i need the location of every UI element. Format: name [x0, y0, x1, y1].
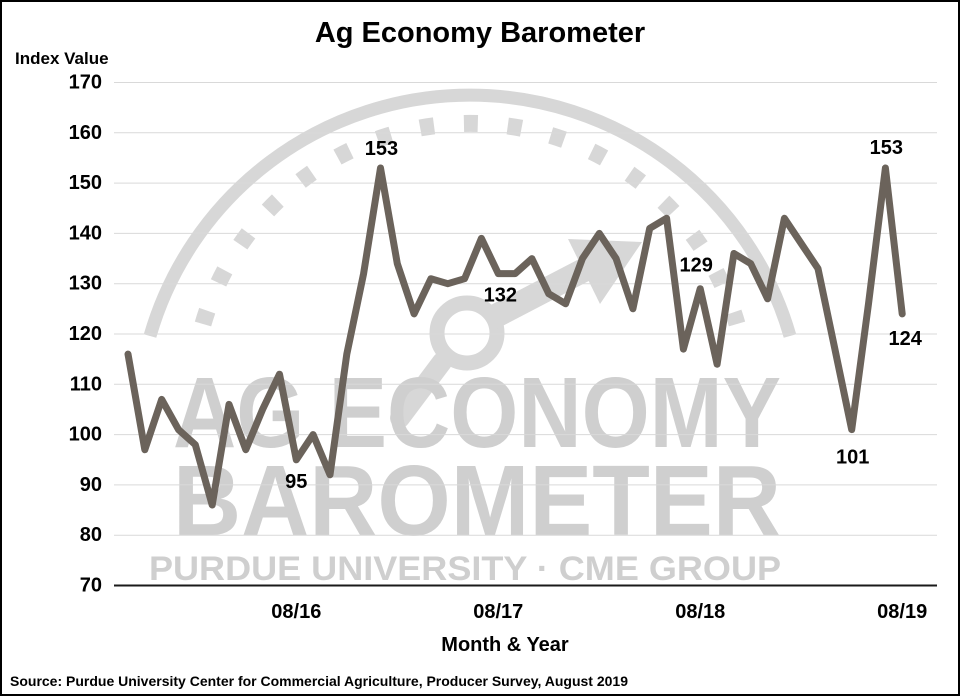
gridlines — [114, 82, 937, 536]
watermark-line3: PURDUE UNIVERSITY · CME GROUP — [149, 550, 781, 588]
data-label: 124 — [889, 328, 923, 350]
barometer-series-line — [124, 164, 906, 509]
data-label: 153 — [365, 138, 398, 160]
x-tick-label: 08/17 — [473, 601, 523, 623]
chart-title: Ag Economy Barometer — [315, 17, 645, 49]
y-tick-label: 150 — [69, 172, 102, 194]
y-tick-label: 160 — [69, 122, 102, 144]
y-tick-label: 80 — [80, 524, 102, 546]
y-axis-tick-labels: 170 160 150 140 130 120 110 100 90 80 70 — [69, 72, 102, 597]
y-tick-label: 120 — [69, 323, 102, 345]
watermark-line2: BAROMETER — [173, 445, 781, 557]
x-tick-label: 08/19 — [877, 601, 927, 623]
y-tick-label: 110 — [70, 373, 102, 395]
gauge-hub-icon — [429, 295, 505, 371]
data-label: 153 — [870, 137, 903, 159]
gauge-tick-marks-icon — [194, 114, 746, 327]
source-note: Source: Purdue University Center for Com… — [10, 673, 628, 689]
gauge-arc-icon — [143, 88, 797, 338]
watermark-gauge: AG ECONOMY BAROMETER PURDUE UNIVERSITY ·… — [143, 88, 797, 588]
y-tick-label: 130 — [69, 273, 102, 295]
gauge-needle-icon — [482, 259, 590, 331]
y-tick-label: 90 — [80, 474, 102, 496]
x-tick-label: 08/16 — [271, 601, 321, 623]
data-label: 129 — [680, 255, 713, 277]
data-label: 132 — [484, 285, 517, 307]
y-tick-label: 100 — [69, 424, 102, 446]
y-tick-label: 70 — [80, 575, 102, 597]
data-label: 95 — [285, 471, 307, 493]
y-tick-label: 140 — [69, 222, 102, 244]
x-axis-tick-labels: 08/16 08/17 08/18 08/19 — [271, 601, 927, 623]
y-axis-title: Index Value — [15, 49, 109, 68]
y-tick-label: 170 — [69, 72, 102, 94]
x-tick-label: 08/18 — [675, 601, 725, 623]
watermark-line1: AG ECONOMY — [173, 357, 781, 469]
gauge-handle-icon — [390, 352, 452, 428]
data-label: 101 — [836, 447, 869, 469]
data-point-callouts: 153 95 132 129 101 153 124 — [285, 137, 923, 493]
x-axis-title: Month & Year — [441, 634, 569, 656]
